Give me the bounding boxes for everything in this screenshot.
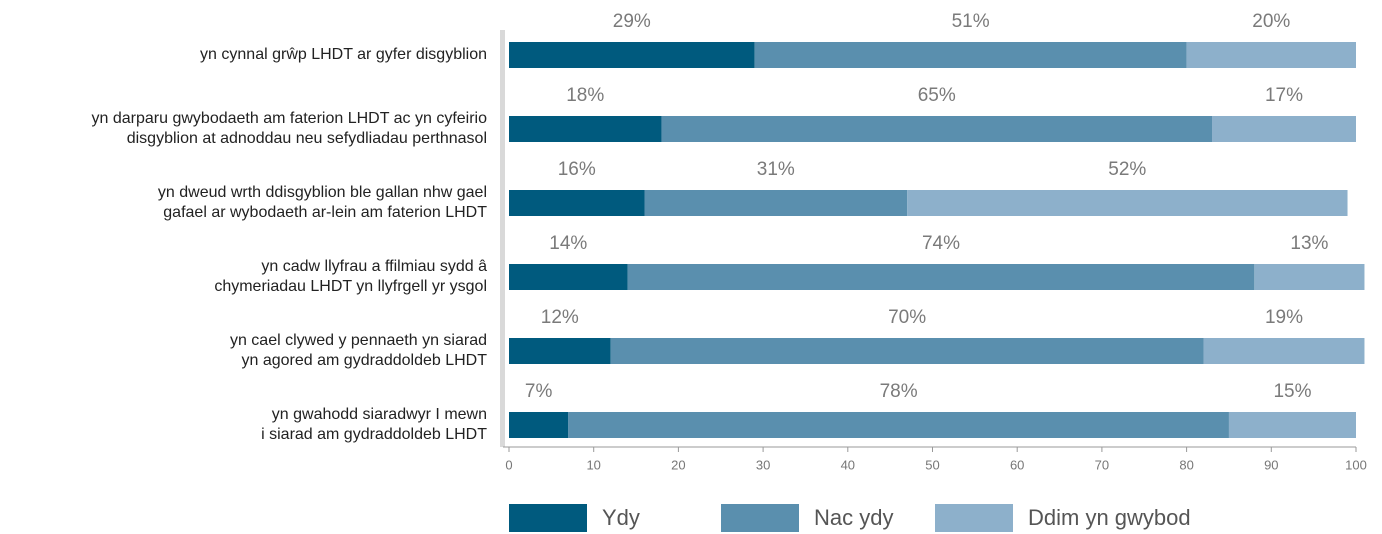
bar-segment (1254, 264, 1365, 290)
legend-label: Nac ydy (814, 505, 893, 530)
x-tick-label: 20 (671, 457, 685, 472)
value-label: 29% (613, 11, 651, 32)
category-label: yn darparu gwybodaeth am faterion LHDT a… (92, 110, 488, 127)
value-label: 16% (558, 159, 596, 180)
bar-segment (1212, 116, 1356, 142)
bar-segment (509, 42, 755, 68)
value-label: 20% (1252, 11, 1290, 32)
bar-segment (509, 116, 662, 142)
bar-segment (509, 412, 569, 438)
bar-segment (1186, 42, 1356, 68)
legend-swatch (509, 504, 587, 532)
value-label: 74% (922, 233, 960, 254)
category-label: yn agored am gydraddoldeb LHDT (242, 352, 488, 369)
value-label: 15% (1273, 381, 1311, 402)
category-label: disgyblion at adnoddau neu sefydliadau p… (127, 130, 487, 147)
category-label: yn cynnal grŵp LHDT ar gyfer disgyblion (200, 46, 487, 63)
x-tick-label: 80 (1179, 457, 1193, 472)
category-label: i siarad am gydraddoldeb LHDT (261, 426, 487, 443)
value-label: 17% (1265, 85, 1303, 106)
x-tick-label: 30 (756, 457, 770, 472)
bar-segment (610, 338, 1204, 364)
x-tick-label: 10 (586, 457, 600, 472)
legend-label: Ddim yn gwybod (1028, 505, 1191, 530)
bar-segment (509, 264, 628, 290)
bar-segment (509, 190, 645, 216)
value-label: 31% (757, 159, 795, 180)
category-label: chymeriadau LHDT yn llyfrgell yr ysgol (214, 278, 487, 295)
category-label: yn cael clywed y pennaeth yn siarad (230, 332, 487, 349)
x-tick-label: 0 (505, 457, 512, 472)
value-label: 78% (880, 381, 918, 402)
bar-segment (1228, 412, 1356, 438)
left-bar-rule (500, 30, 505, 447)
bar-segment (1203, 338, 1365, 364)
bar-segment (661, 116, 1213, 142)
bar-segment (754, 42, 1187, 68)
x-tick-label: 100 (1345, 457, 1367, 472)
value-label: 13% (1290, 233, 1328, 254)
value-label: 52% (1108, 159, 1146, 180)
value-label: 51% (952, 11, 990, 32)
legend-swatch (721, 504, 799, 532)
category-label: gafael ar wybodaeth ar-lein am faterion … (163, 204, 487, 221)
value-label: 70% (888, 307, 926, 328)
bar-segment (568, 412, 1229, 438)
x-tick-label: 50 (925, 457, 939, 472)
x-tick-label: 60 (1010, 457, 1024, 472)
value-label: 7% (525, 381, 553, 402)
legend-label: Ydy (602, 505, 640, 530)
x-tick-label: 70 (1095, 457, 1109, 472)
legend-swatch (935, 504, 1013, 532)
x-tick-label: 40 (841, 457, 855, 472)
x-tick-label: 90 (1264, 457, 1278, 472)
value-label: 65% (918, 85, 956, 106)
value-label: 19% (1265, 307, 1303, 328)
category-label: yn gwahodd siaradwyr I mewn (272, 406, 487, 423)
value-label: 12% (541, 307, 579, 328)
bar-segment (627, 264, 1255, 290)
value-label: 14% (549, 233, 587, 254)
category-label: yn dweud wrth ddisgyblion ble gallan nhw… (158, 184, 487, 201)
value-label: 18% (566, 85, 604, 106)
category-label: yn cadw llyfrau a ffilmiau sydd â (261, 258, 487, 275)
bar-segment (644, 190, 908, 216)
bar-segment (907, 190, 1348, 216)
bar-segment (509, 338, 611, 364)
